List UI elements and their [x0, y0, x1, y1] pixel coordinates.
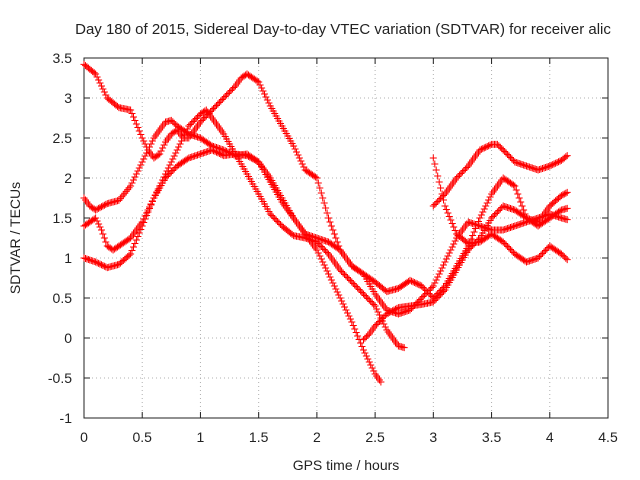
y-tick-label: 2.5: [53, 130, 73, 146]
x-tick-label: 2: [313, 429, 321, 445]
x-tick-label: 4: [546, 429, 554, 445]
x-tick-label: 1.5: [249, 429, 269, 445]
x-tick-label: 0: [80, 429, 88, 445]
series-markers: [429, 174, 571, 302]
series-track-g: [429, 140, 571, 210]
series-track-h: [429, 174, 571, 302]
grid: [84, 58, 608, 418]
x-tick-label: 4.5: [598, 429, 618, 445]
y-tick-label: 1.5: [53, 210, 73, 226]
y-tick-label: 1: [64, 250, 72, 266]
data-series: [80, 60, 571, 386]
y-tick-label: 3.5: [53, 50, 73, 66]
y-tick-label: 0: [64, 330, 72, 346]
series-track-b: [80, 106, 408, 352]
y-tick-label: 2: [64, 170, 72, 186]
y-tick-label: 3: [64, 90, 72, 106]
series-markers: [80, 106, 408, 352]
x-tick-label: 3.5: [482, 429, 502, 445]
x-tick-labels: 0 0.5 1 1.5 2 2.5 3 3.5 4 4.5: [80, 429, 618, 445]
series-markers: [429, 140, 571, 210]
series-markers: [429, 154, 571, 266]
x-axis-label: GPS time / hours: [293, 457, 400, 473]
chart-title: Day 180 of 2015, Sidereal Day-to-day VTE…: [75, 21, 611, 38]
y-tick-labels: -1 -0.5 0 0.5 1 1.5 2 2.5 3 3.5: [48, 50, 72, 426]
series-markers: [80, 116, 571, 318]
series-track-f: [429, 154, 571, 266]
y-tick-label: -1: [60, 410, 73, 426]
y-tick-label: -0.5: [48, 370, 72, 386]
y-tick-label: 0.5: [53, 290, 73, 306]
x-tick-label: 2.5: [365, 429, 385, 445]
x-tick-label: 1: [197, 429, 205, 445]
x-tick-label: 0.5: [132, 429, 152, 445]
y-axis-label: SDTVAR / TECUs: [7, 182, 23, 294]
series-track-d: [80, 116, 571, 318]
plot-frame: [83, 57, 609, 419]
x-tick-label: 3: [429, 429, 437, 445]
